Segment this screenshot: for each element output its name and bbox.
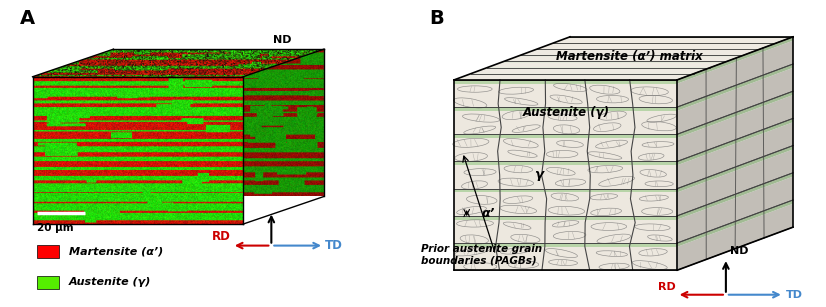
Polygon shape xyxy=(501,61,727,62)
Polygon shape xyxy=(454,165,677,188)
Polygon shape xyxy=(677,37,793,84)
Bar xyxy=(36,245,59,258)
Polygon shape xyxy=(677,150,793,216)
Polygon shape xyxy=(677,204,793,270)
Text: RD: RD xyxy=(657,282,676,292)
Text: Austenite (γ): Austenite (γ) xyxy=(69,278,151,287)
Text: α’: α’ xyxy=(481,207,495,220)
Text: B: B xyxy=(430,9,444,28)
Text: Martensite (α’) matrix: Martensite (α’) matrix xyxy=(556,50,702,63)
Text: RD: RD xyxy=(211,230,230,243)
Polygon shape xyxy=(454,247,677,270)
Polygon shape xyxy=(677,122,793,188)
Polygon shape xyxy=(454,75,691,80)
Polygon shape xyxy=(551,43,776,44)
Polygon shape xyxy=(677,91,793,138)
Polygon shape xyxy=(553,38,790,43)
Polygon shape xyxy=(677,119,793,165)
Polygon shape xyxy=(677,146,793,192)
Text: A: A xyxy=(21,9,36,28)
Polygon shape xyxy=(677,200,793,247)
Text: γ: γ xyxy=(534,169,544,181)
Polygon shape xyxy=(487,62,724,68)
Polygon shape xyxy=(504,56,741,61)
Polygon shape xyxy=(454,188,677,192)
Polygon shape xyxy=(454,161,677,165)
Polygon shape xyxy=(454,192,677,216)
Polygon shape xyxy=(677,177,793,243)
Polygon shape xyxy=(677,41,793,107)
Polygon shape xyxy=(454,220,677,243)
Polygon shape xyxy=(454,80,677,84)
Polygon shape xyxy=(454,243,677,247)
Text: Martensite (α’): Martensite (α’) xyxy=(69,247,164,257)
Polygon shape xyxy=(677,173,793,220)
Polygon shape xyxy=(454,84,677,107)
Polygon shape xyxy=(518,55,743,56)
Text: TD: TD xyxy=(786,290,802,300)
Polygon shape xyxy=(454,216,677,220)
Polygon shape xyxy=(454,138,677,161)
Text: Prior austenite grain
boundaries (PAGBs): Prior austenite grain boundaries (PAGBs) xyxy=(421,244,543,266)
Text: TD: TD xyxy=(325,239,343,252)
Polygon shape xyxy=(471,68,708,74)
Polygon shape xyxy=(567,37,793,38)
Bar xyxy=(36,276,59,289)
Polygon shape xyxy=(454,107,677,111)
Polygon shape xyxy=(677,95,793,161)
Text: ND: ND xyxy=(730,246,748,256)
Text: Austenite (γ): Austenite (γ) xyxy=(522,106,610,119)
Polygon shape xyxy=(454,111,677,134)
Polygon shape xyxy=(468,74,694,75)
Text: 20 μm: 20 μm xyxy=(36,223,74,233)
Text: ND: ND xyxy=(273,34,291,45)
Polygon shape xyxy=(520,50,757,55)
Polygon shape xyxy=(454,134,677,138)
Polygon shape xyxy=(537,44,774,49)
Polygon shape xyxy=(677,68,793,134)
Polygon shape xyxy=(677,64,793,111)
Polygon shape xyxy=(534,49,760,50)
